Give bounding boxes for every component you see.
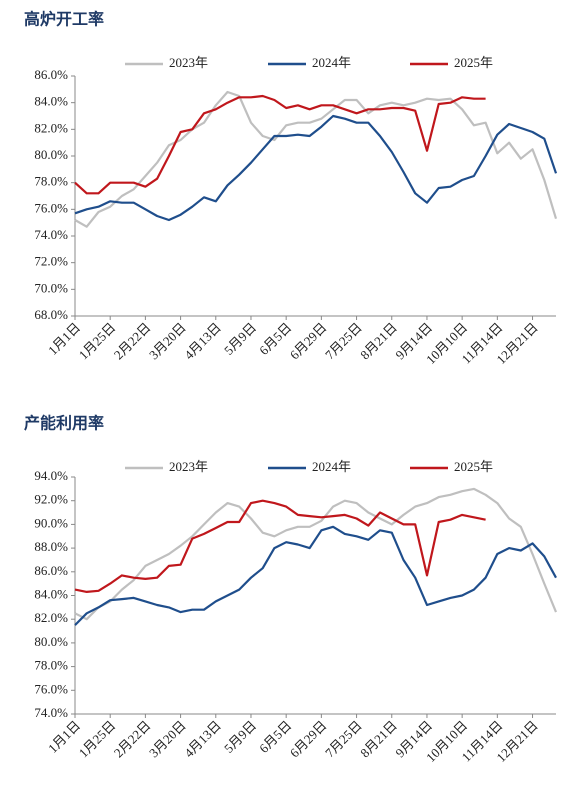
y-tick-label: 78.0% xyxy=(34,174,68,189)
x-tick-label: 5月9日 xyxy=(221,320,259,358)
y-tick-label: 80.0% xyxy=(34,634,68,649)
y-tick-label: 76.0% xyxy=(34,200,68,215)
y-tick-label: 94.0% xyxy=(34,468,68,483)
y-tick-label: 68.0% xyxy=(34,307,68,322)
y-tick-label: 86.0% xyxy=(34,67,68,82)
legend-label: 2023年 xyxy=(169,55,208,70)
legend-label: 2025年 xyxy=(454,459,493,474)
x-tick-label: 2月22日 xyxy=(111,320,154,363)
x-tick-label: 2月22日 xyxy=(111,718,154,761)
series-line xyxy=(74,90,558,228)
y-tick-label: 76.0% xyxy=(34,681,68,696)
x-tick-label: 3月20日 xyxy=(146,320,189,363)
x-tick-label: 4月13日 xyxy=(181,320,224,363)
legend-label: 2024年 xyxy=(312,55,351,70)
x-tick-label: 7月25日 xyxy=(322,320,365,363)
legend-label: 2023年 xyxy=(169,459,208,474)
x-tick-label: 8月21日 xyxy=(357,320,400,363)
y-tick-label: 88.0% xyxy=(34,539,68,554)
y-tick-label: 90.0% xyxy=(34,515,68,530)
y-tick-label: 78.0% xyxy=(34,658,68,673)
legend-label: 2025年 xyxy=(454,55,493,70)
y-tick-label: 74.0% xyxy=(34,705,68,720)
series-line xyxy=(74,487,558,621)
y-tick-label: 72.0% xyxy=(34,254,68,269)
chart-title: 高炉开工率 xyxy=(24,10,104,29)
series-line xyxy=(74,525,557,626)
y-tick-label: 82.0% xyxy=(34,120,68,135)
y-tick-label: 82.0% xyxy=(34,610,68,625)
x-tick-label: 7月25日 xyxy=(322,718,365,761)
y-tick-label: 84.0% xyxy=(34,94,68,109)
series-line xyxy=(74,499,486,593)
y-tick-label: 86.0% xyxy=(34,563,68,578)
y-tick-label: 80.0% xyxy=(34,147,68,162)
y-tick-label: 92.0% xyxy=(34,492,68,507)
x-tick-label: 8月21日 xyxy=(357,718,400,761)
y-tick-label: 84.0% xyxy=(34,586,68,601)
x-tick-label: 1月25日 xyxy=(76,320,119,363)
legend-label: 2024年 xyxy=(312,459,351,474)
y-tick-label: 70.0% xyxy=(34,280,68,295)
chart-title: 产能利用率 xyxy=(24,414,104,433)
y-tick-label: 74.0% xyxy=(34,227,68,242)
x-tick-label: 1月25日 xyxy=(76,718,119,761)
x-tick-label: 5月9日 xyxy=(221,718,259,756)
series-line xyxy=(74,114,558,222)
x-tick-label: 4月13日 xyxy=(181,718,224,761)
series-line xyxy=(74,94,486,195)
x-tick-label: 6月29日 xyxy=(287,320,330,363)
x-tick-label: 6月29日 xyxy=(287,718,330,761)
x-tick-label: 3月20日 xyxy=(146,718,189,761)
